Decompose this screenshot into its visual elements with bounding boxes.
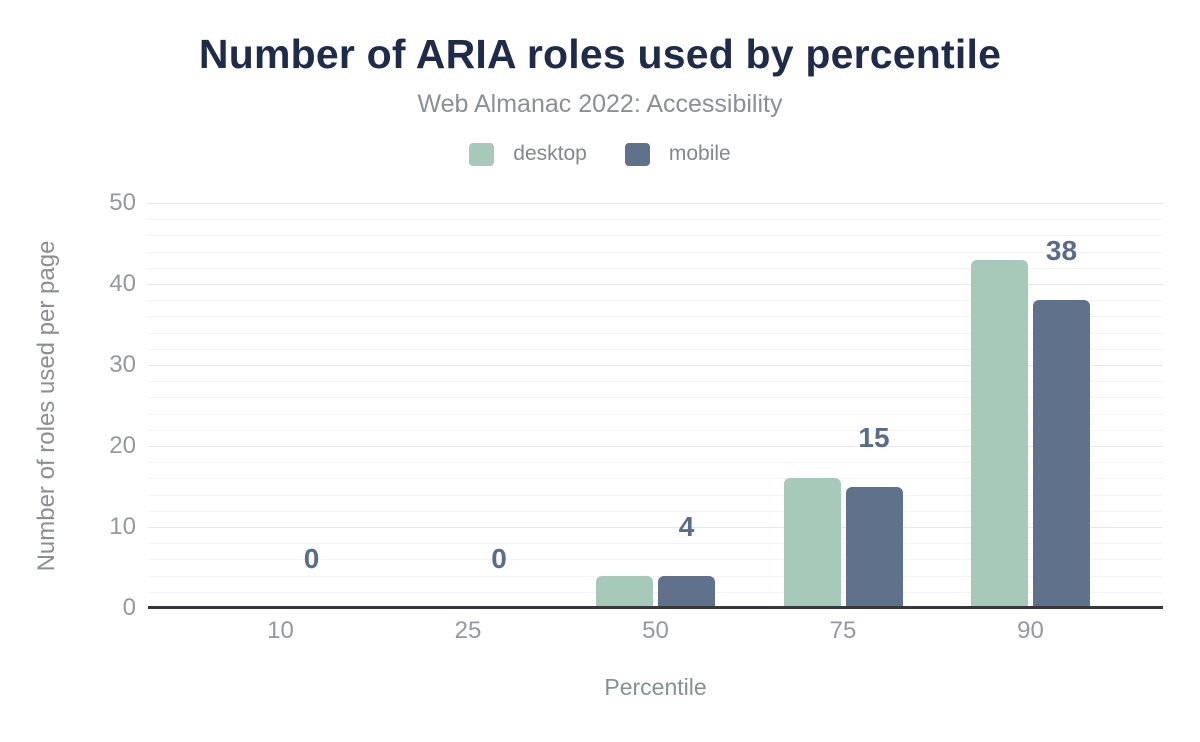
plot-area: 0 0 4 15 38: [148, 203, 1163, 609]
gridline-minor: [148, 591, 1163, 593]
gridline-minor: [148, 381, 1163, 383]
bar-desktop-p75[interactable]: [783, 478, 841, 608]
gridline-minor: [148, 494, 1163, 496]
bar-mobile-p90[interactable]: [1033, 300, 1090, 608]
gridline-minor: [148, 462, 1163, 464]
gridline-minor: [148, 235, 1163, 237]
x-tick-label: 50: [642, 617, 669, 644]
gridline-minor: [148, 429, 1163, 431]
gridline-minor: [148, 251, 1163, 253]
gridline-major: [148, 365, 1163, 366]
gridline-minor: [148, 543, 1163, 545]
legend-swatch-mobile-icon: [624, 142, 650, 166]
y-tick-label: 40: [109, 270, 136, 297]
y-tick-label: 10: [109, 513, 136, 540]
gridline-minor: [148, 413, 1163, 415]
gridline-minor: [148, 559, 1163, 561]
legend-swatch-desktop-icon: [469, 142, 495, 166]
legend-item-desktop[interactable]: desktop: [469, 142, 587, 166]
gridline-minor: [148, 397, 1163, 399]
gridline-minor: [148, 300, 1163, 302]
gridline-major: [148, 203, 1163, 204]
legend-label-mobile: mobile: [668, 142, 731, 165]
value-label: 38: [1045, 235, 1078, 267]
gridline-major: [148, 284, 1163, 285]
gridline-minor: [148, 332, 1163, 334]
gridline-minor: [148, 267, 1163, 269]
gridline-minor: [148, 478, 1163, 480]
legend-label-desktop: desktop: [513, 142, 587, 165]
value-label: 0: [491, 543, 507, 574]
bar-desktop-p90[interactable]: [971, 259, 1028, 608]
y-tick-label: 20: [109, 432, 136, 459]
gridline-minor: [148, 575, 1163, 577]
y-tick-label: 50: [109, 189, 136, 216]
legend: desktop mobile: [0, 142, 1200, 166]
x-tick-label: 75: [829, 617, 857, 644]
bar-desktop-p50[interactable]: [596, 575, 653, 608]
gridline-minor: [148, 316, 1163, 318]
x-axis-line: [148, 606, 1163, 609]
legend-item-mobile[interactable]: mobile: [624, 142, 731, 166]
bar-mobile-p75[interactable]: [845, 486, 903, 608]
chart-subtitle: Web Almanac 2022: Accessibility: [417, 90, 783, 118]
x-tick-label: 25: [454, 617, 482, 644]
chart-title: Number of ARIA roles used by percentile: [198, 31, 1002, 77]
gridline-minor: [148, 348, 1163, 350]
x-axis-title: Percentile: [604, 674, 707, 700]
x-tick-label: 90: [1017, 617, 1044, 644]
value-label: 4: [678, 510, 695, 542]
x-tick-label: 10: [267, 617, 294, 644]
value-label: 15: [858, 421, 890, 453]
gridline-major: [148, 446, 1163, 447]
gridline-major: [148, 527, 1163, 528]
y-tick-label: 30: [109, 351, 136, 378]
bar-mobile-p50[interactable]: [658, 575, 715, 608]
gridline-minor: [148, 510, 1163, 512]
gridline-minor: [148, 219, 1163, 221]
y-tick-label: 0: [122, 594, 136, 621]
value-label: 0: [303, 543, 320, 574]
